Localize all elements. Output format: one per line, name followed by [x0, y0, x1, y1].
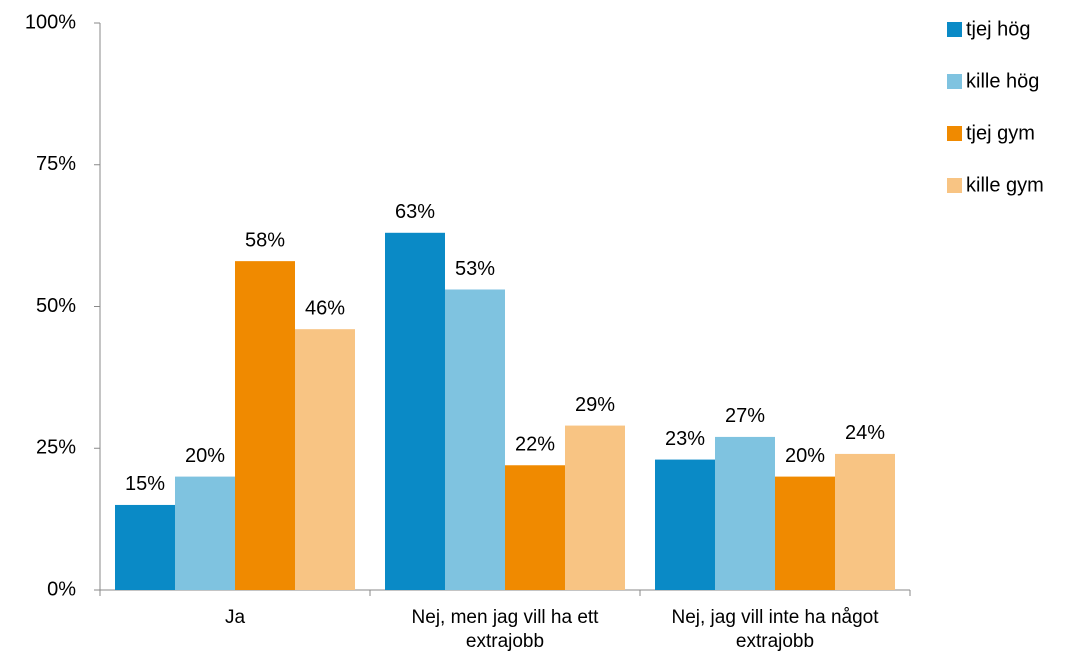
legend-swatch: [947, 22, 962, 37]
y-tick-label: 0%: [47, 578, 76, 600]
bar: [235, 261, 295, 590]
data-label: 23%: [665, 428, 705, 450]
bar: [835, 453, 895, 590]
legend-swatch: [947, 126, 962, 141]
bar: [445, 289, 505, 590]
bar: [175, 476, 235, 590]
data-label: 46%: [305, 297, 345, 319]
data-label: 53%: [455, 258, 495, 280]
data-label: 58%: [245, 229, 285, 251]
legend-swatch: [947, 74, 962, 89]
bar: [655, 459, 715, 590]
data-label: 63%: [395, 201, 435, 223]
x-tick-label: Nej, men jag vill ha ett extrajobb: [411, 607, 599, 652]
y-tick-label: 75%: [36, 153, 76, 175]
bar: [505, 465, 565, 590]
bar: [115, 504, 175, 590]
data-label: 27%: [725, 405, 765, 427]
legend-label: kille gym: [966, 174, 1044, 196]
data-label: 15%: [125, 473, 165, 495]
x-tick-label: Ja: [224, 607, 246, 628]
x-tick-label: Nej, jag vill inte ha något extrajobb: [671, 607, 879, 652]
bar: [295, 329, 355, 590]
bar: [715, 436, 775, 590]
legend-swatch: [947, 178, 962, 193]
data-label: 29%: [575, 394, 615, 416]
bar: [565, 425, 625, 590]
bar: [385, 232, 445, 591]
data-label: 22%: [515, 434, 555, 456]
y-tick-label: 25%: [36, 437, 76, 459]
y-tick-label: 100%: [25, 11, 76, 33]
data-label: 20%: [185, 445, 225, 467]
data-label: 20%: [785, 445, 825, 467]
bar: [775, 476, 835, 590]
data-label: 24%: [845, 422, 885, 444]
legend-label: tjej gym: [966, 122, 1035, 144]
legend-label: tjej hög: [966, 18, 1031, 40]
legend-label: kille hög: [966, 70, 1039, 92]
y-tick-label: 50%: [36, 295, 76, 317]
